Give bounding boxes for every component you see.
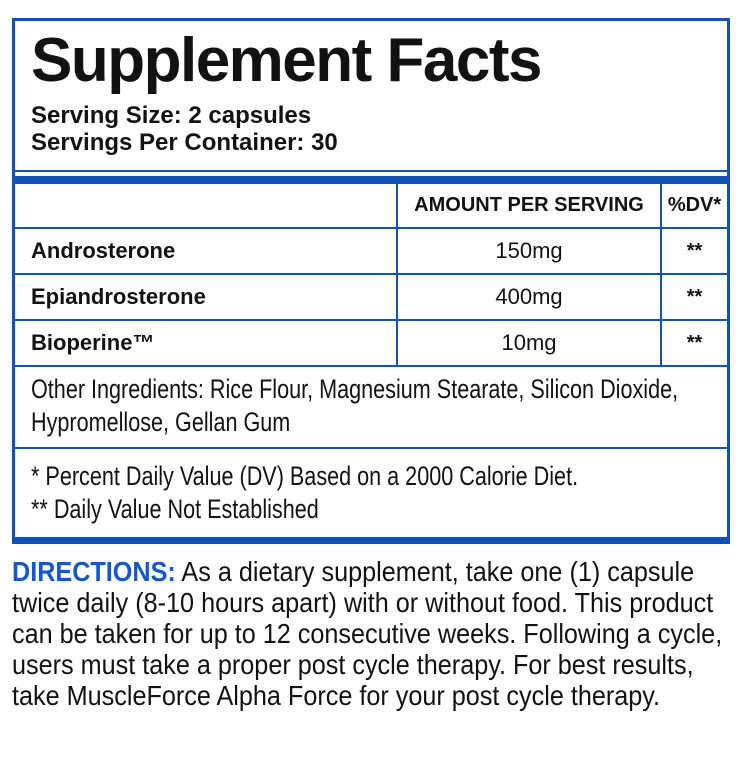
directions-text: DIRECTIONS: As a dietary supplement, tak… — [12, 556, 732, 711]
ingredient-amount: 150mg — [396, 229, 660, 274]
footnote-dv-basis: * Percent Daily Value (DV) Based on a 20… — [31, 461, 579, 492]
ingredient-dv: ** — [660, 275, 727, 320]
panel-header: Supplement Facts Serving Size: 2 capsule… — [15, 21, 727, 173]
dv-header: %DV* — [660, 184, 727, 228]
amount-per-serving-header: AMOUNT PER SERVING — [396, 184, 660, 228]
ingredient-name: Bioperine™ — [31, 330, 155, 356]
other-ingredients-text: Other Ingredients: Rice Flour, Magnesium… — [31, 374, 679, 438]
serving-size: Serving Size: 2 capsules — [31, 102, 312, 130]
footnote-dv-not-established: ** Daily Value Not Established — [31, 494, 319, 525]
header-gap — [15, 172, 727, 177]
footnotes-section: * Percent Daily Value (DV) Based on a 20… — [15, 447, 727, 537]
ingredient-dv: ** — [660, 321, 727, 366]
panel-title: Supplement Facts — [31, 26, 543, 95]
ingredient-amount: 10mg — [396, 321, 660, 366]
name-header-cell — [15, 184, 396, 227]
table-row: Androsterone 150mg ** — [15, 227, 727, 274]
supplement-facts-panel: Supplement Facts Serving Size: 2 capsule… — [12, 18, 730, 545]
ingredient-amount: 400mg — [396, 275, 660, 320]
table-header-row: AMOUNT PER SERVING %DV* — [15, 184, 727, 228]
supplement-label-page: Supplement Facts Serving Size: 2 capsule… — [0, 18, 742, 711]
thick-divider-band — [15, 176, 727, 185]
table-row: Epiandrosterone 400mg ** — [15, 273, 727, 320]
directions-heading: DIRECTIONS: — [12, 556, 176, 588]
ingredients-table: AMOUNT PER SERVING %DV* Androsterone 150… — [15, 184, 727, 366]
ingredient-dv: ** — [660, 229, 727, 274]
servings-per-container: Servings Per Container: 30 — [31, 129, 338, 157]
ingredient-name: Androsterone — [31, 238, 176, 264]
directions-section: DIRECTIONS: As a dietary supplement, tak… — [12, 556, 732, 711]
table-row: Bioperine™ 10mg ** — [15, 319, 727, 366]
other-ingredients-section: Other Ingredients: Rice Flour, Magnesium… — [15, 365, 727, 447]
ingredient-name: Epiandrosterone — [31, 284, 206, 310]
directions-body: As a dietary supplement, take one (1) ca… — [12, 556, 723, 712]
